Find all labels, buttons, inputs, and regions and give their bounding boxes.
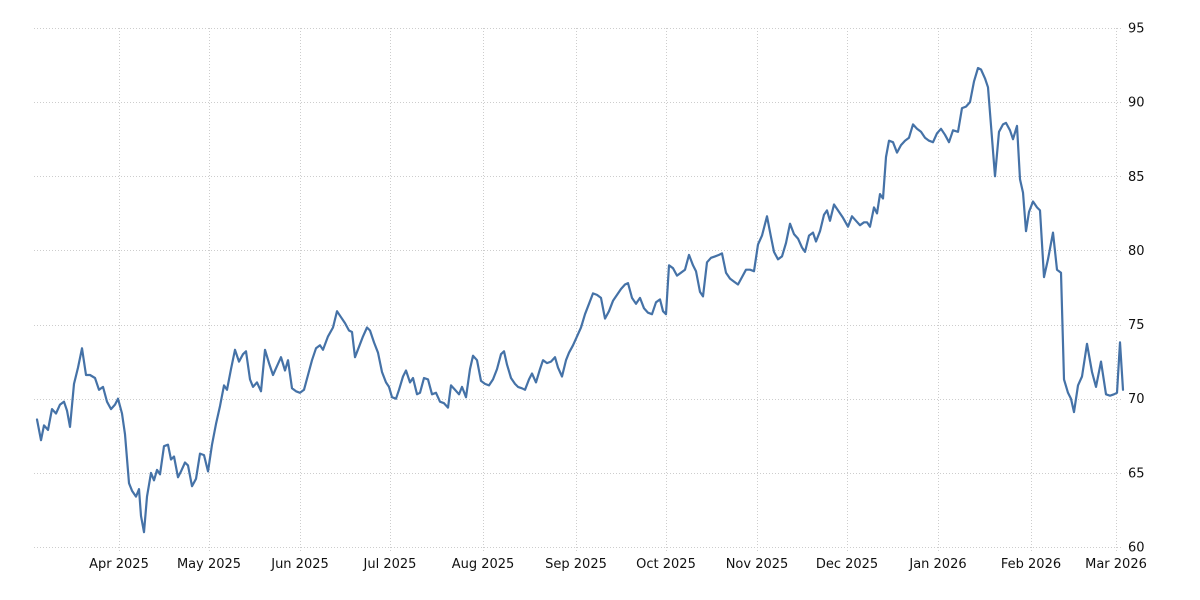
x-axis-tick-label: Nov 2025 bbox=[726, 557, 789, 572]
y-axis-tick-label: 95 bbox=[1128, 22, 1145, 37]
x-axis-tick-label: Feb 2026 bbox=[1001, 557, 1061, 572]
y-axis-tick-label: 85 bbox=[1128, 170, 1145, 185]
y-axis-tick-label: 90 bbox=[1128, 96, 1145, 111]
y-axis-tick-label: 60 bbox=[1128, 541, 1145, 556]
y-axis-tick-label: 65 bbox=[1128, 466, 1145, 481]
x-axis-tick-label: Dec 2025 bbox=[816, 557, 878, 572]
x-axis-tick-label: Aug 2025 bbox=[452, 557, 515, 572]
x-axis-tick-label: Jul 2025 bbox=[363, 557, 417, 572]
x-axis-tick-label: Jan 2026 bbox=[908, 557, 966, 572]
x-axis-tick-label: May 2025 bbox=[177, 557, 241, 572]
y-axis-tick-label: 70 bbox=[1128, 392, 1145, 407]
y-axis-tick-label: 75 bbox=[1128, 318, 1145, 333]
price-line-series bbox=[35, 66, 1125, 534]
x-axis-tick-label: Jun 2025 bbox=[270, 557, 329, 572]
x-axis-tick-label: Mar 2026 bbox=[1085, 557, 1147, 572]
y-axis-tick-label: 80 bbox=[1128, 244, 1145, 259]
x-axis-tick-label: Apr 2025 bbox=[89, 557, 149, 572]
x-axis-tick-label: Sep 2025 bbox=[545, 557, 607, 572]
x-axis-tick-label: Oct 2025 bbox=[636, 557, 696, 572]
